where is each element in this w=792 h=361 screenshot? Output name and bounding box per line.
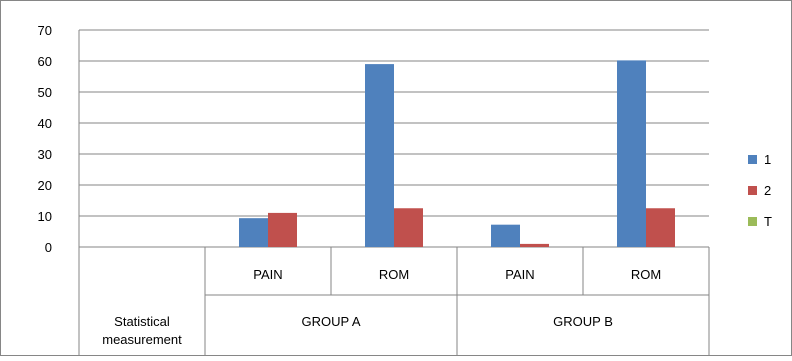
bar xyxy=(491,224,520,247)
y-tick-label: 50 xyxy=(38,85,52,100)
group-label: GROUP B xyxy=(553,314,613,329)
bars xyxy=(239,60,675,247)
legend: 1 2 T xyxy=(748,152,772,229)
bar xyxy=(646,208,675,247)
y-tick-label: 60 xyxy=(38,54,52,69)
legend-swatch xyxy=(748,186,757,195)
group-label: Statistical measurement xyxy=(102,314,182,347)
y-tick-label: 10 xyxy=(38,209,52,224)
y-tick-label: 30 xyxy=(38,147,52,162)
category-axis-table: PAIN ROM PAIN ROM Statistical measurement GROU… xyxy=(78,247,710,356)
bar xyxy=(239,218,268,247)
legend-swatch xyxy=(748,217,757,226)
y-tick-label: 40 xyxy=(38,116,52,131)
legend-swatch xyxy=(748,155,757,164)
group-label: GROUP A xyxy=(301,314,360,329)
bar xyxy=(520,243,549,247)
legend-label: 1 xyxy=(764,152,771,167)
x-tick-label: ROM xyxy=(379,267,409,282)
legend-label: 2 xyxy=(764,183,771,198)
bar xyxy=(394,208,423,247)
bar xyxy=(268,212,297,247)
y-tick-label: 70 xyxy=(38,23,52,38)
y-axis-ticks: 0 10 20 30 40 50 60 70 xyxy=(38,23,52,255)
x-tick-label: PAIN xyxy=(505,267,534,282)
y-tick-label: 20 xyxy=(38,178,52,193)
y-tick-label: 0 xyxy=(45,240,52,255)
bar xyxy=(365,64,394,247)
bar xyxy=(617,60,646,247)
x-tick-label: PAIN xyxy=(253,267,282,282)
legend-label: T xyxy=(764,214,772,229)
x-tick-label: ROM xyxy=(631,267,661,282)
